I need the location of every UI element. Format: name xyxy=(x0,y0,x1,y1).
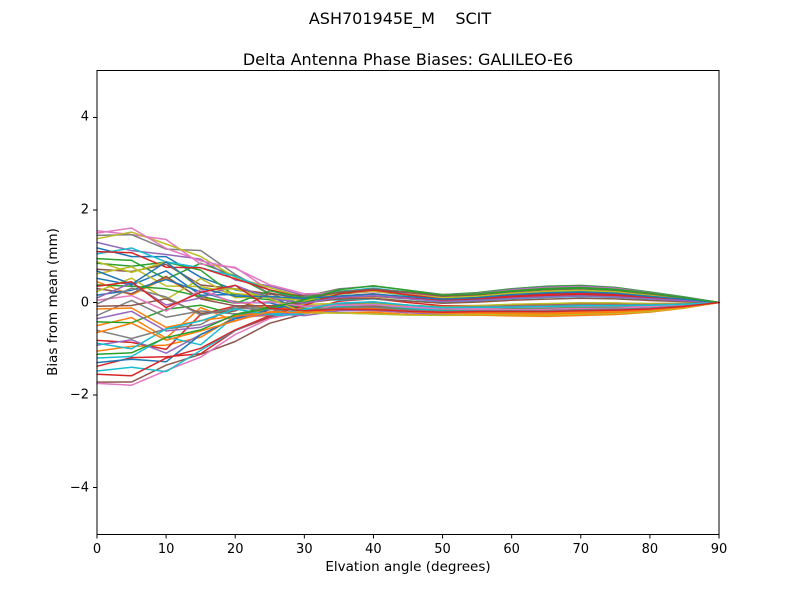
y-tick-label: 4 xyxy=(80,109,89,125)
bias-line xyxy=(96,281,720,314)
x-tick-label: 40 xyxy=(365,541,382,557)
x-tick-label: 70 xyxy=(572,541,590,557)
bias-line xyxy=(96,282,720,306)
y-axis-label: Bias from mean (mm) xyxy=(45,228,61,376)
x-tick-label: 80 xyxy=(641,541,659,557)
x-tick-label: 60 xyxy=(503,541,520,557)
figure-suptitle: ASH701945E_M SCIT xyxy=(308,9,492,28)
bias-line xyxy=(96,261,720,316)
x-tick-label: 50 xyxy=(434,541,451,557)
bias-line xyxy=(96,261,720,304)
axes-title: Delta Antenna Phase Biases: GALILEO-E6 xyxy=(242,50,574,69)
y-tick-label: −2 xyxy=(69,387,89,403)
x-tick-label: 30 xyxy=(296,541,313,557)
x-tick-label: 90 xyxy=(710,541,728,557)
bias-line xyxy=(96,289,720,377)
bias-line xyxy=(96,297,720,368)
bias-line xyxy=(96,284,720,356)
bias-line xyxy=(96,275,720,307)
x-tick-label: 20 xyxy=(226,541,244,557)
x-axis-label: Elvation angle (degrees) xyxy=(325,559,491,575)
x-tick-label: 0 xyxy=(92,541,102,557)
x-tick-label: 10 xyxy=(157,541,175,557)
y-tick-label: 2 xyxy=(80,202,89,218)
y-tick-label: −4 xyxy=(69,480,89,495)
bias-line xyxy=(96,301,720,350)
y-tick-label: 0 xyxy=(80,295,89,310)
